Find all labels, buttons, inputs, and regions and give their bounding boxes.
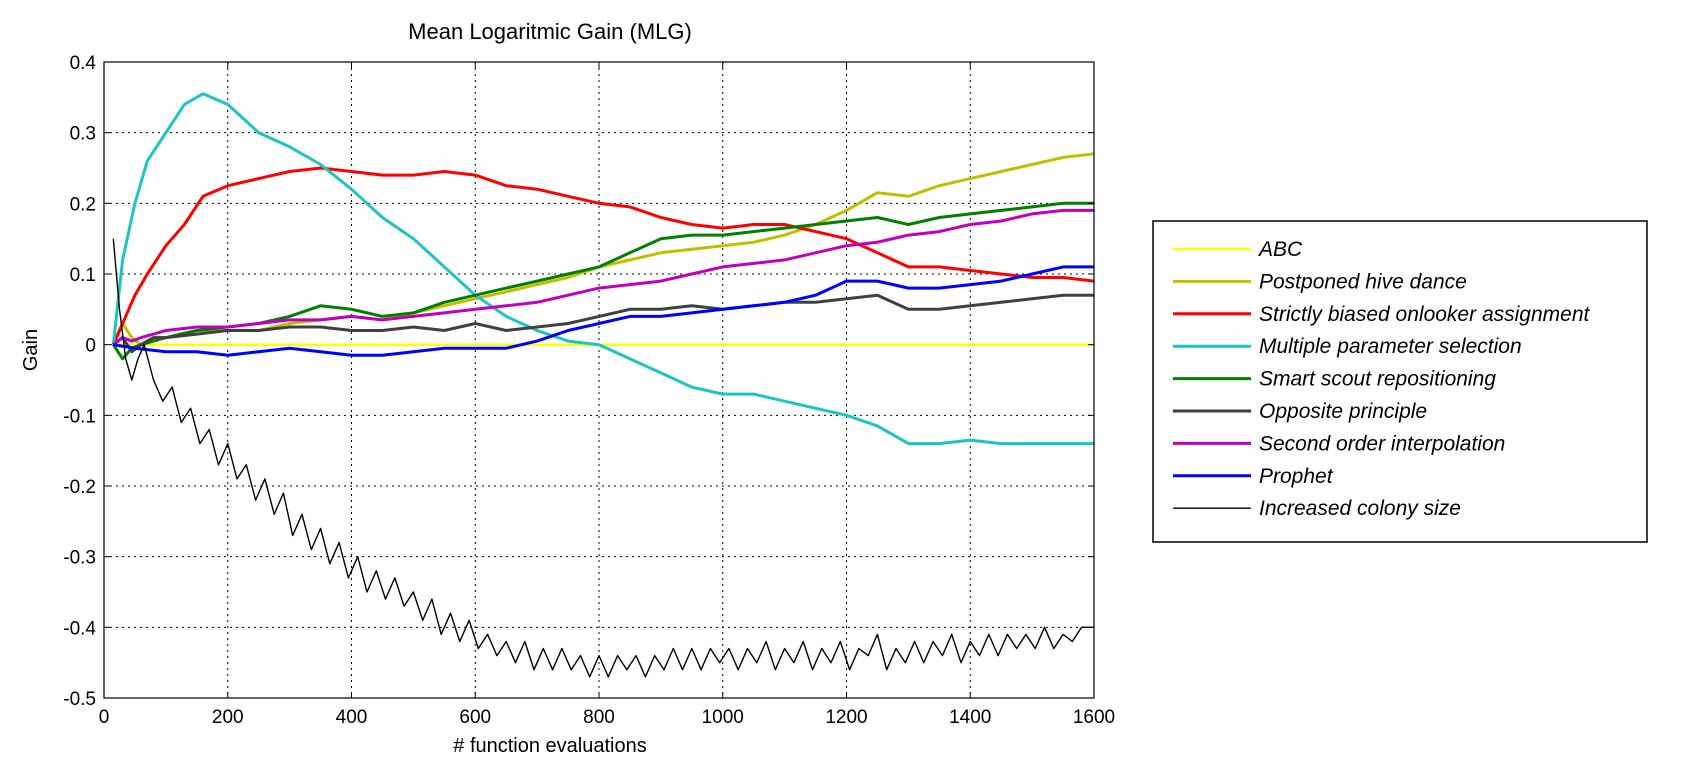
legend-entry: Multiple parameter selection <box>1259 335 1522 358</box>
y-tick-label: 0.4 <box>70 53 97 74</box>
grid-lines <box>104 62 1094 698</box>
y-tick-label: -0.1 <box>63 406 96 427</box>
y-tick-label: 0.1 <box>70 265 96 286</box>
legend-entry: Strictly biased onlooker assignment <box>1259 303 1590 326</box>
x-tick-label: 1600 <box>1073 707 1115 728</box>
x-tick-label: 1400 <box>949 707 991 728</box>
series-line <box>112 238 1094 678</box>
x-tick-label: 1000 <box>702 707 744 728</box>
y-axis-label: Gain <box>20 329 42 371</box>
y-tick-label: -0.5 <box>63 689 96 710</box>
legend-entry: ABC <box>1257 238 1303 261</box>
chart-title: Mean Logaritmic Gain (MLG) <box>408 19 692 44</box>
legend-entry: Smart scout repositioning <box>1259 368 1496 391</box>
y-tick-label: 0 <box>85 336 96 357</box>
legend-entry: Second order interpolation <box>1259 432 1505 455</box>
series-line <box>113 265 1094 357</box>
y-axis-ticks: 0.4 0.3 0.2 0.1 0 -0.1 -0.2 -0.3 -0.4 -0.5 <box>63 53 1094 710</box>
x-axis-ticks: 0 200 400 600 800 1000 1200 1400 1600 <box>99 62 1115 728</box>
y-tick-label: -0.4 <box>63 618 96 639</box>
y-tick-label: -0.3 <box>63 548 96 569</box>
legend-entry: Prophet <box>1259 465 1334 488</box>
legend: ABC Postponed hive dance Strictly biased o… <box>1152 220 1648 543</box>
y-tick-label: -0.2 <box>63 477 96 498</box>
x-tick-label: 1200 <box>825 707 867 728</box>
x-tick-label: 800 <box>583 707 615 728</box>
x-axis-label: # function evaluations <box>453 735 646 757</box>
y-tick-label: 0.3 <box>70 124 96 145</box>
legend-entry: Postponed hive dance <box>1259 270 1467 293</box>
series-line <box>111 166 1095 346</box>
series-lines <box>111 92 1095 678</box>
x-tick-label: 0 <box>99 707 110 728</box>
x-tick-label: 600 <box>459 707 491 728</box>
series-line <box>112 293 1094 354</box>
x-tick-label: 400 <box>336 707 368 728</box>
legend-box <box>1152 220 1648 543</box>
x-tick-label: 200 <box>212 707 244 728</box>
series-line <box>112 201 1094 361</box>
series-line <box>112 208 1094 346</box>
legend-entry: Opposite principle <box>1259 400 1427 423</box>
legend-entry: Increased colony size <box>1259 497 1461 520</box>
y-tick-label: 0.2 <box>70 194 96 215</box>
